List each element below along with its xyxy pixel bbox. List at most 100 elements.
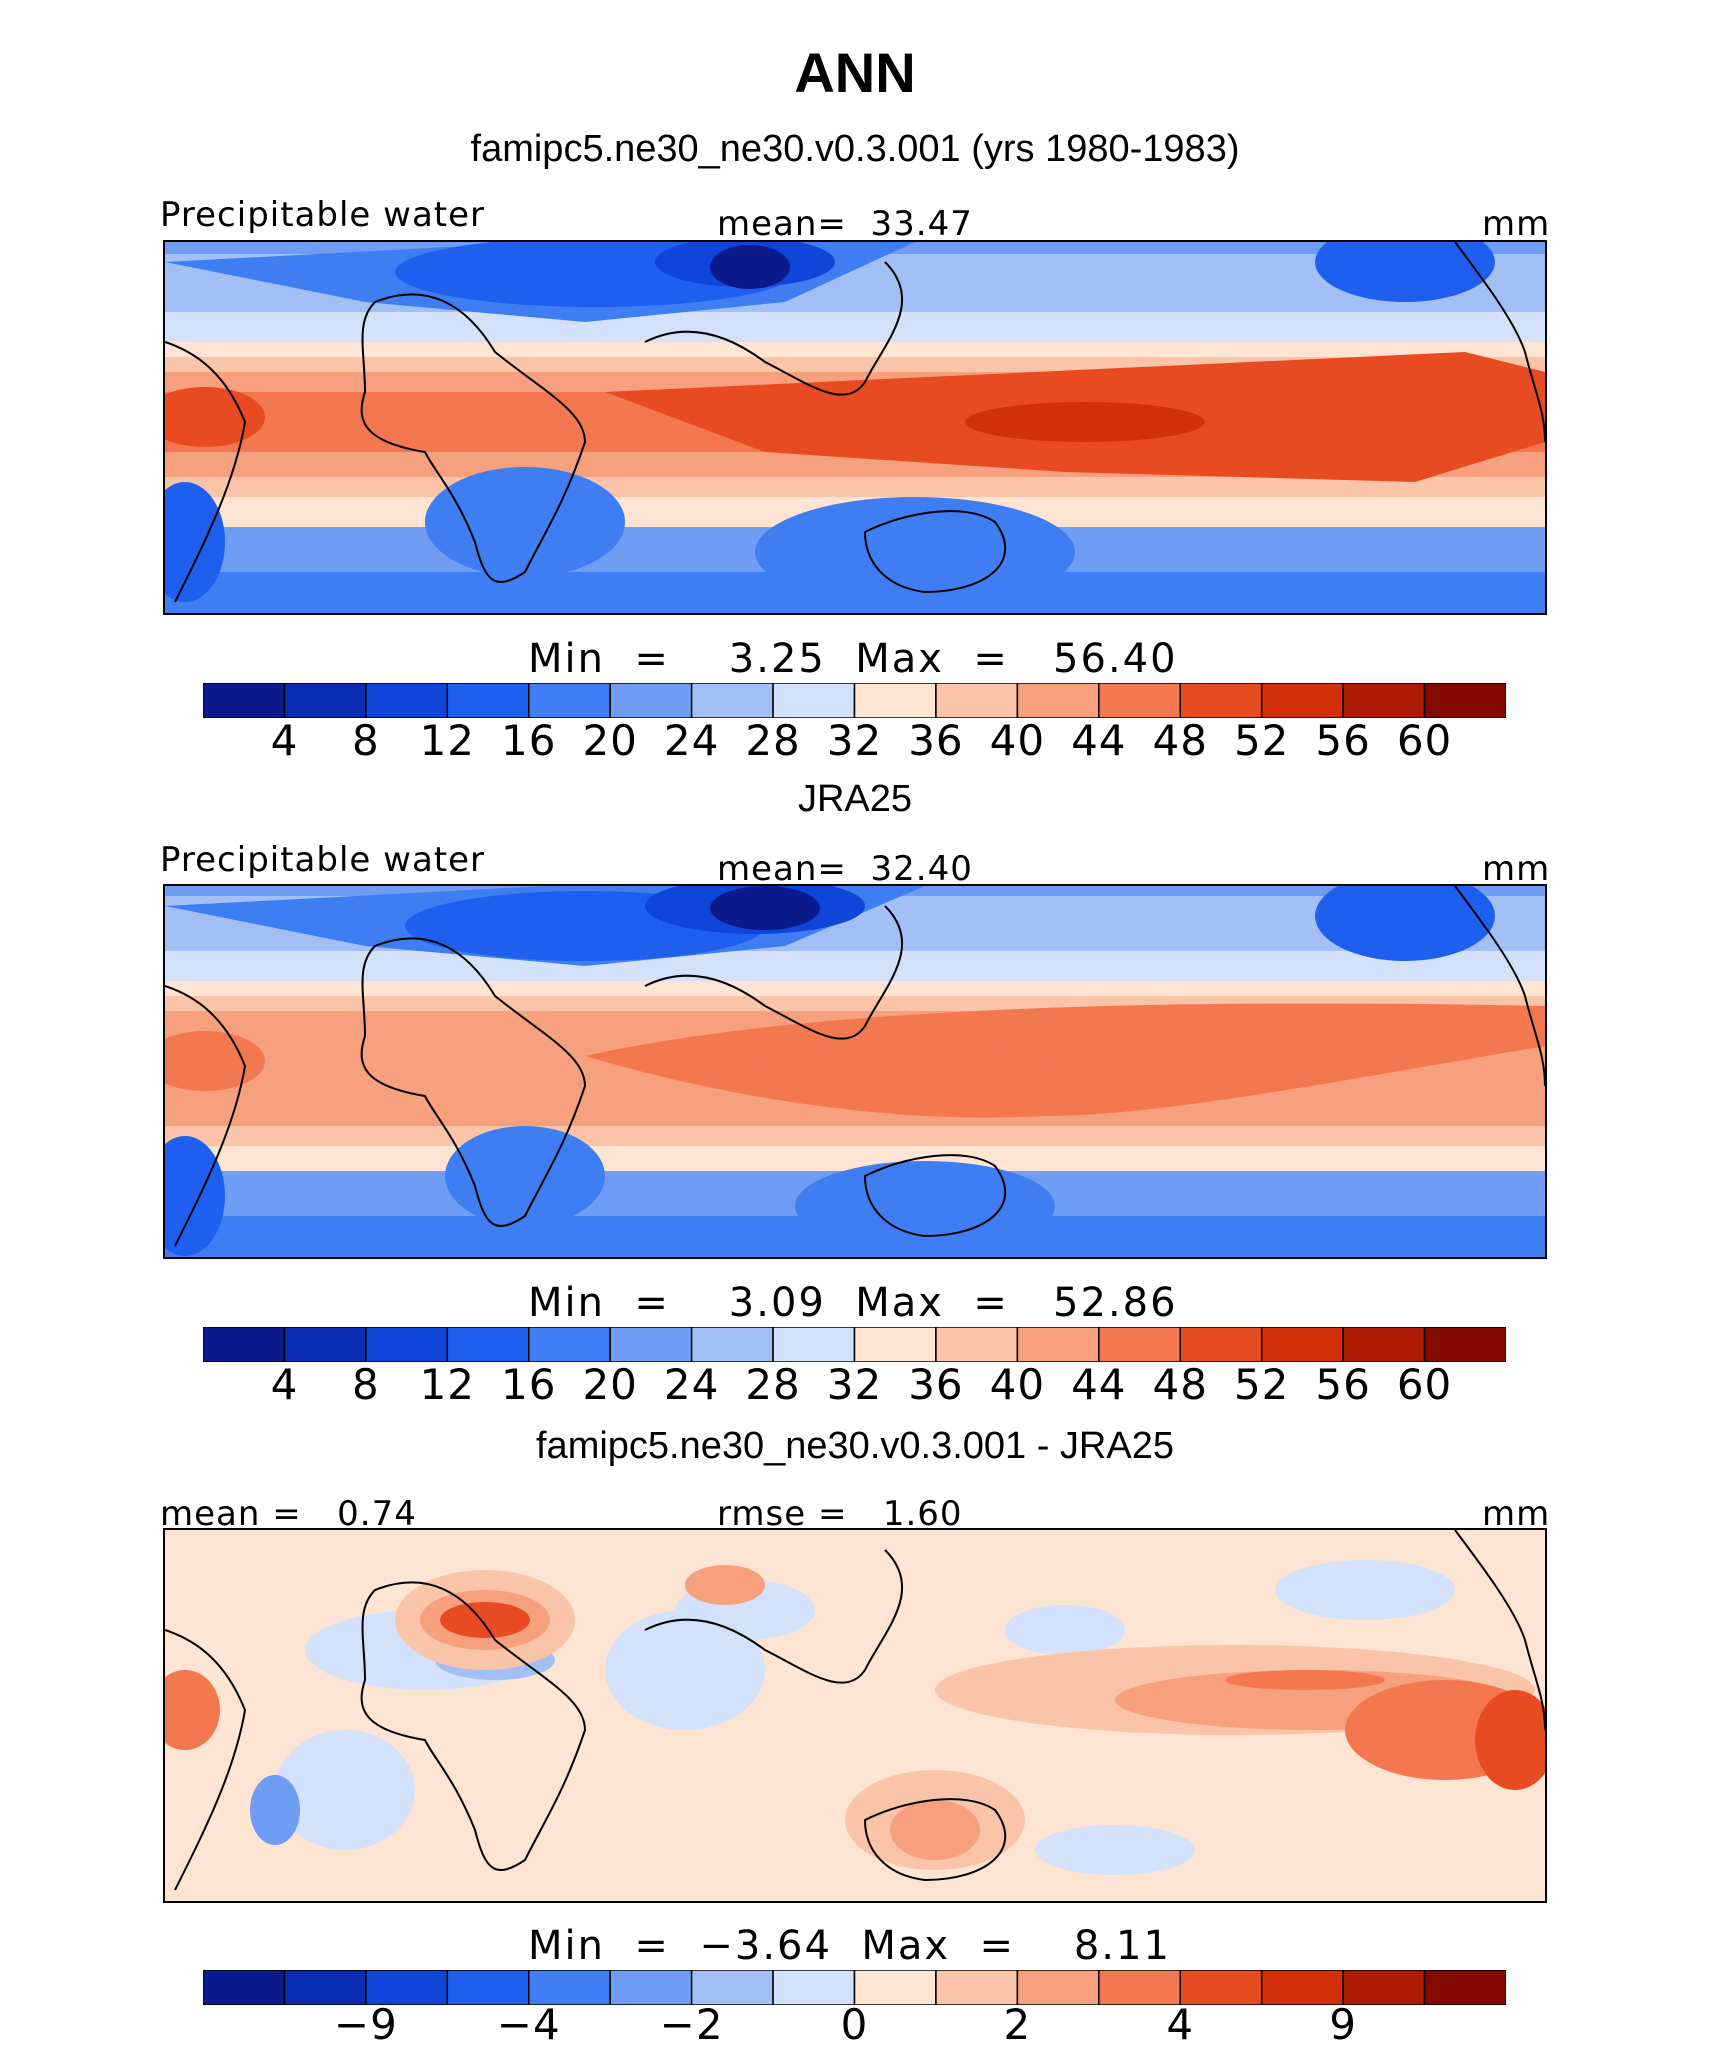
panel-3-rmse-label: rmse = 1.60 — [717, 1494, 963, 1534]
panel-2-heading: JRA25 — [797, 778, 913, 820]
colorbar-tick-label: 24 — [663, 1360, 720, 1409]
panel-2-mean-label: mean= 32.40 — [717, 849, 973, 889]
panel-2-minmax: Min = 3.09 Max = 52.86 — [528, 1280, 1178, 1326]
colorbar-swatch — [283, 1327, 367, 1362]
colorbar-tick-label: 36 — [908, 1360, 964, 1409]
panel-1-heading: famipc5.ne30_ne30.v0.3.001 (yrs 1980-198… — [470, 128, 1240, 170]
colorbar-tick-label: 16 — [501, 1360, 557, 1409]
panel-3-colorbar — [203, 1970, 1506, 2005]
colorbar-swatch — [772, 683, 856, 718]
colorbar-swatch — [853, 1970, 937, 2005]
panel-2-units-label: mm — [1482, 849, 1551, 889]
colorbar-swatch — [935, 683, 1019, 718]
colorbar-swatch — [365, 1327, 449, 1362]
colorbar-tick-label: 2 — [1003, 2000, 1032, 2049]
colorbar-swatch — [772, 1327, 856, 1362]
colorbar-tick-label: 56 — [1315, 716, 1371, 765]
colorbar-tick-label: 60 — [1396, 1360, 1453, 1409]
colorbar-swatch — [446, 1970, 530, 2005]
colorbar-swatch — [935, 1970, 1019, 2005]
colorbar-swatch — [690, 1327, 774, 1362]
panel-2-map — [163, 884, 1547, 1259]
panel-2-field — [165, 886, 1545, 1257]
panel-2-colorbar — [203, 1327, 1506, 1362]
colorbar-swatch — [365, 683, 449, 718]
colorbar-tick-label: 52 — [1233, 1360, 1290, 1409]
colorbar-tick-label: 20 — [582, 1360, 638, 1409]
colorbar-tick-label: 24 — [663, 716, 720, 765]
colorbar-swatch — [935, 1327, 1019, 1362]
panel-3-heading: famipc5.ne30_ne30.v0.3.001 - JRA25 — [536, 1425, 1174, 1467]
colorbar-swatch — [1016, 1970, 1100, 2005]
colorbar-tick-label: 4 — [270, 1360, 299, 1409]
colorbar-swatch — [446, 1327, 530, 1362]
colorbar-tick-label: 56 — [1315, 1360, 1371, 1409]
colorbar-tick-label: 28 — [745, 1360, 801, 1409]
colorbar-tick-label: 36 — [908, 716, 964, 765]
colorbar-swatch — [1423, 1327, 1506, 1362]
colorbar-tick-label: 8 — [352, 1360, 380, 1409]
colorbar-tick-label: −2 — [659, 2000, 724, 2049]
colorbar-swatch — [1016, 683, 1100, 718]
colorbar-swatch — [690, 683, 774, 718]
colorbar-swatch — [365, 1970, 449, 2005]
colorbar-tick-label: 52 — [1233, 716, 1290, 765]
colorbar-swatch — [1179, 1327, 1263, 1362]
colorbar-tick-label: 60 — [1396, 716, 1453, 765]
figure-title: ANN — [794, 41, 916, 104]
colorbar-swatch — [1342, 1970, 1426, 2005]
colorbar-tick-label: 40 — [989, 716, 1046, 765]
colorbar-swatch — [283, 683, 367, 718]
colorbar-swatch — [1342, 683, 1426, 718]
colorbar-swatch — [446, 683, 530, 718]
colorbar-tick-label: 12 — [419, 1360, 476, 1409]
colorbar-swatch — [528, 1327, 611, 1362]
colorbar-tick-label: 16 — [501, 716, 557, 765]
panel-3-units-label: mm — [1482, 1494, 1551, 1534]
colorbar-tick-label: 0 — [840, 2000, 869, 2049]
panel-1-field — [165, 242, 1545, 613]
colorbar-swatch — [1098, 1327, 1181, 1362]
colorbar-tick-label: 12 — [419, 716, 476, 765]
colorbar-tick-label: 48 — [1152, 1360, 1208, 1409]
colorbar-swatch — [1179, 683, 1263, 718]
colorbar-tick-label: 9 — [1329, 2000, 1357, 2049]
panel-1-units-label: mm — [1482, 204, 1551, 244]
panel-1-colorbar-ticks: 4 8 12 16 20 24 28 32 36 40 44 48 52 56 60 — [0, 716, 1710, 766]
colorbar-tick-label: 48 — [1152, 716, 1208, 765]
panel-2-variable-label: Precipitable water — [160, 840, 486, 880]
panel-3-mean-label: mean = 0.74 — [160, 1494, 417, 1534]
colorbar-swatch — [1016, 1327, 1100, 1362]
panel-1-variable-label: Precipitable water — [160, 195, 486, 235]
colorbar-swatch — [203, 1970, 286, 2005]
colorbar-swatch — [1260, 1970, 1344, 2005]
panel-3-map — [163, 1528, 1547, 1903]
colorbar-tick-label: −9 — [333, 2000, 398, 2049]
colorbar-swatch — [1260, 1327, 1344, 1362]
colorbar-swatch — [528, 683, 611, 718]
colorbar-tick-label: 44 — [1071, 716, 1127, 765]
colorbar-swatch — [1260, 683, 1344, 718]
colorbar-swatch — [1423, 683, 1506, 718]
panel-1-colorbar — [203, 683, 1506, 718]
colorbar-swatch — [690, 1970, 774, 2005]
colorbar-swatch — [1423, 1970, 1506, 2005]
colorbar-tick-label: 8 — [352, 716, 380, 765]
colorbar-swatch — [609, 683, 693, 718]
colorbar-swatch — [203, 1327, 286, 1362]
panel-3-minmax: Min = −3.64 Max = 8.11 — [528, 1923, 1171, 1969]
colorbar-swatch — [853, 1327, 937, 1362]
panel-2-colorbar-ticks: 4 8 12 16 20 24 28 32 36 40 44 48 52 56 60 — [0, 1360, 1710, 1410]
colorbar-tick-label: 32 — [826, 1360, 883, 1409]
colorbar-tick-label: 4 — [1166, 2000, 1195, 2049]
colorbar-tick-label: 40 — [989, 1360, 1046, 1409]
colorbar-tick-label: 44 — [1071, 1360, 1127, 1409]
colorbar-swatch — [609, 1970, 693, 2005]
colorbar-swatch — [609, 1327, 693, 1362]
panel-3-field — [165, 1530, 1545, 1901]
colorbar-tick-label: −4 — [496, 2000, 561, 2049]
colorbar-tick-label: 32 — [826, 716, 883, 765]
colorbar-tick-label: 20 — [582, 716, 638, 765]
colorbar-swatch — [1098, 683, 1181, 718]
panel-1-map — [163, 240, 1547, 615]
